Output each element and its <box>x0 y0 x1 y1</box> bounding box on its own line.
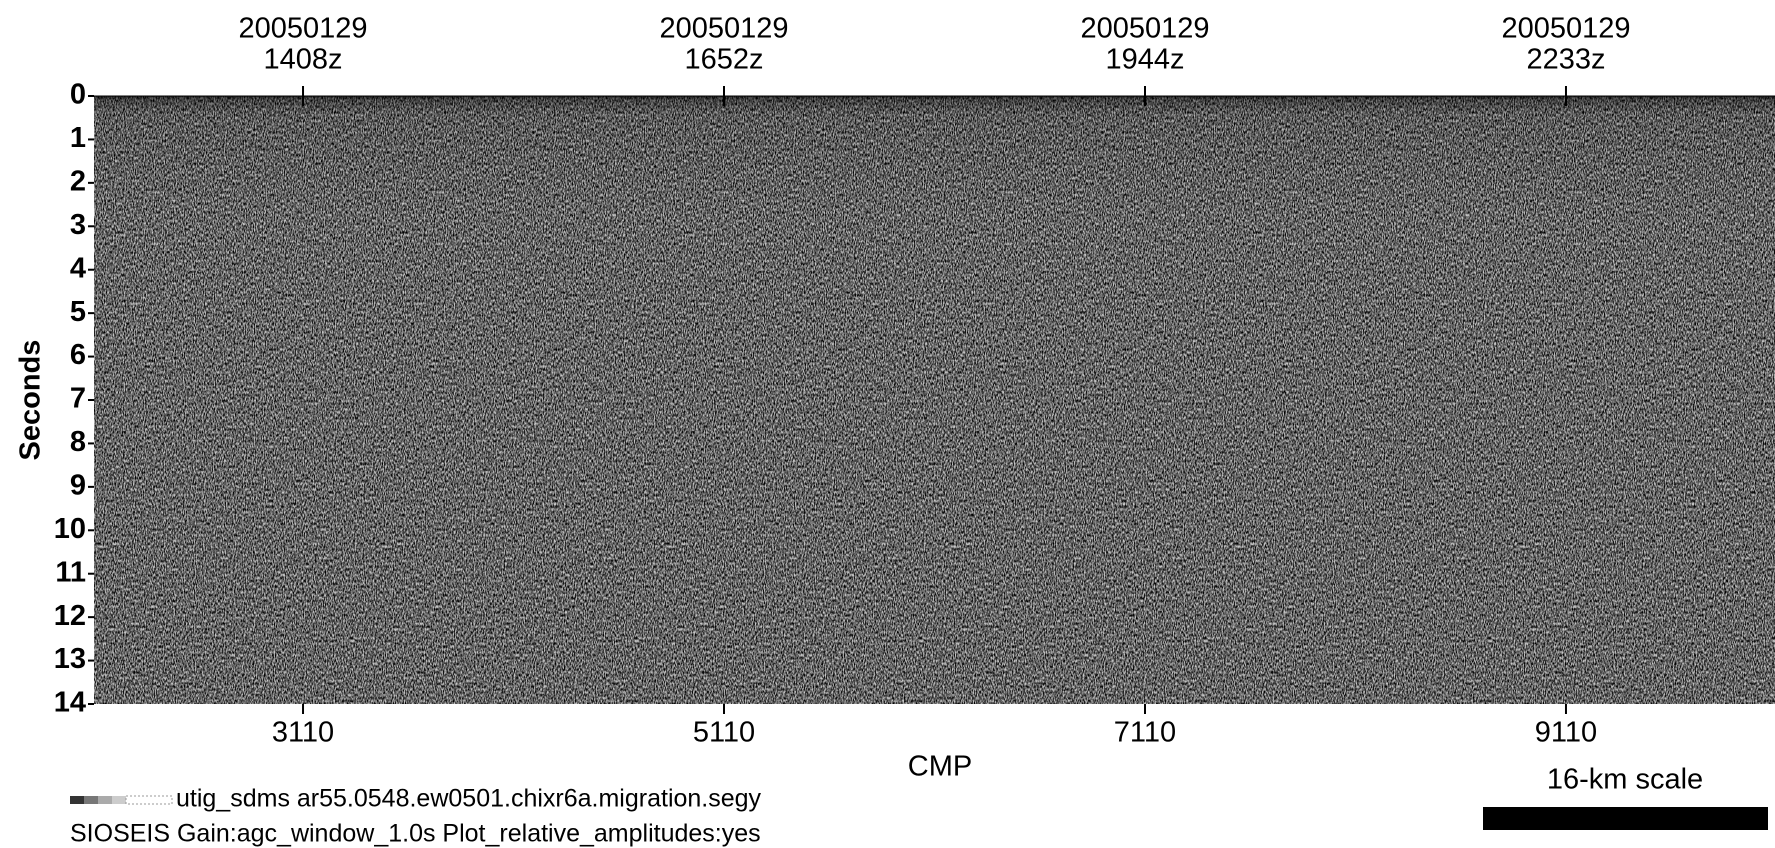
x-tick-label: 7110 <box>1114 717 1176 749</box>
x-tick-label: 3110 <box>272 717 334 749</box>
x-tick-label: 5110 <box>693 717 755 749</box>
top-tick-date: 20050129 <box>659 13 788 45</box>
y-tick-label: 12 <box>54 600 86 632</box>
scale-label: 16-km scale <box>1547 764 1703 796</box>
y-tick-label: 11 <box>55 556 86 588</box>
y-tick-label: 3 <box>70 209 86 241</box>
y-axis-label: Seconds <box>15 340 47 461</box>
y-tick-label: 0 <box>70 79 86 111</box>
y-tick-label: 1 <box>70 122 86 154</box>
file-legend-icon <box>70 795 173 805</box>
top-tick-time: 1944z <box>1105 44 1184 76</box>
x-axis-label: CMP <box>908 751 972 783</box>
seismic-section <box>94 96 1775 704</box>
y-tick-label: 5 <box>70 296 86 328</box>
y-tick-label: 13 <box>54 643 86 675</box>
y-tick-label: 2 <box>70 166 86 198</box>
processing-label: SIOSEIS Gain:agc_window_1.0s Plot_relati… <box>70 820 761 848</box>
scale-bar <box>1483 807 1768 830</box>
y-tick-label: 7 <box>70 383 86 415</box>
y-tick-label: 4 <box>70 252 86 284</box>
y-tick-label: 14 <box>54 687 86 719</box>
file-label: utig_sdms ar55.0548.ew0501.chixr6a.migra… <box>176 785 762 813</box>
shallow-reflectors <box>94 96 1775 216</box>
top-tick-date: 20050129 <box>239 13 368 45</box>
y-tick-label: 10 <box>54 513 86 545</box>
top-tick-time: 1652z <box>684 44 763 76</box>
y-tick-label: 8 <box>70 426 86 458</box>
top-tick-date: 20050129 <box>1080 13 1209 45</box>
y-tick-label: 6 <box>70 339 86 371</box>
top-tick-time: 2233z <box>1526 44 1605 76</box>
y-tick-label: 9 <box>70 470 86 502</box>
top-tick-time: 1408z <box>264 44 343 76</box>
top-tick-date: 20050129 <box>1501 13 1630 45</box>
x-tick-label: 9110 <box>1535 717 1597 749</box>
